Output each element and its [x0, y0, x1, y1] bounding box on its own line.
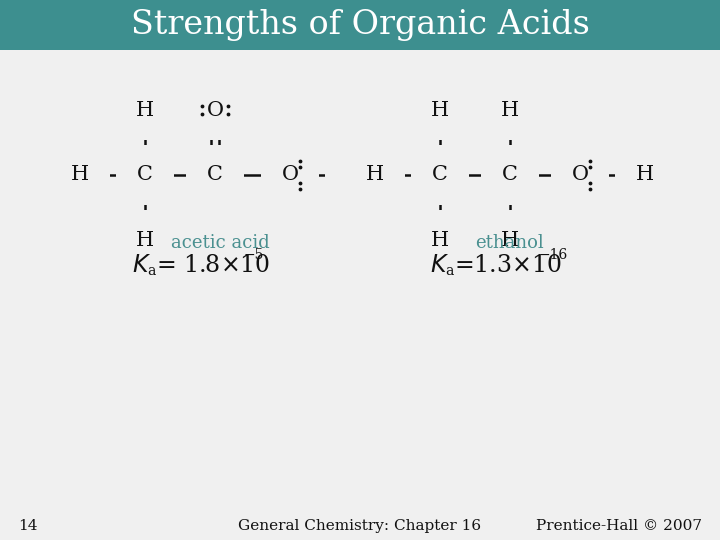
Text: $\mathit{K}$: $\mathit{K}$	[132, 254, 151, 278]
Text: O: O	[207, 100, 223, 119]
Text: a: a	[147, 264, 156, 278]
Text: H: H	[501, 100, 519, 119]
Text: H: H	[136, 231, 154, 249]
Text: O: O	[282, 165, 299, 185]
Text: C: C	[207, 165, 223, 185]
Text: H: H	[636, 165, 654, 185]
Text: 14: 14	[18, 519, 37, 533]
Text: C: C	[137, 165, 153, 185]
Text: H: H	[136, 100, 154, 119]
Text: C: C	[432, 165, 448, 185]
Text: Strengths of Organic Acids: Strengths of Organic Acids	[130, 9, 590, 41]
Text: O: O	[572, 165, 588, 185]
Text: −16: −16	[539, 248, 568, 262]
Text: General Chemistry: Chapter 16: General Chemistry: Chapter 16	[238, 519, 482, 533]
Bar	[0, 0, 720, 50]
Text: ethanol: ethanol	[476, 234, 544, 252]
Text: −5: −5	[244, 248, 264, 262]
Text: a: a	[445, 264, 454, 278]
Text: H: H	[501, 231, 519, 249]
Text: Prentice-Hall © 2007: Prentice-Hall © 2007	[536, 519, 702, 533]
Text: = 1.8$\times$10: = 1.8$\times$10	[156, 254, 270, 278]
Text: =1.3$\times$10: =1.3$\times$10	[454, 254, 562, 278]
Text: C: C	[502, 165, 518, 185]
Text: H: H	[431, 100, 449, 119]
Text: H: H	[71, 165, 89, 185]
Text: $\mathit{K}$: $\mathit{K}$	[430, 254, 449, 278]
Text: H: H	[366, 165, 384, 185]
Text: H: H	[431, 231, 449, 249]
Text: H: H	[346, 165, 364, 185]
Text: acetic acid: acetic acid	[171, 234, 269, 252]
